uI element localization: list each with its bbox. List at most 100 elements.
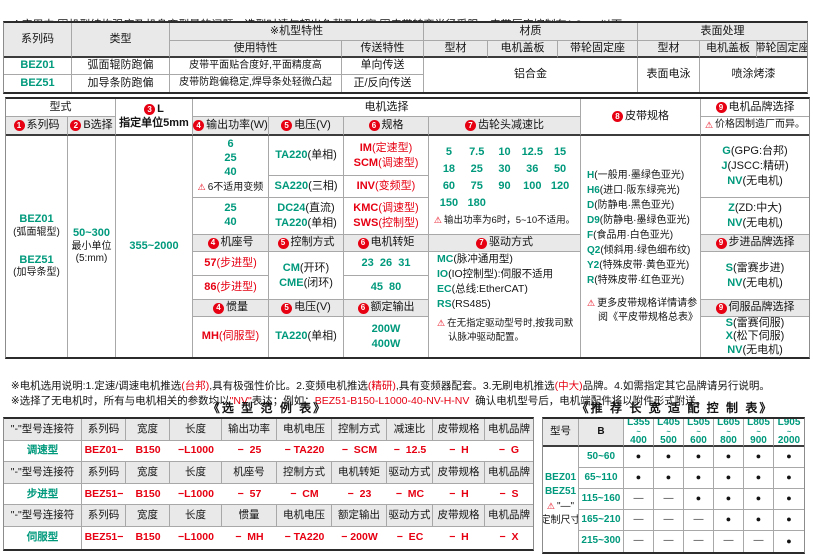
brand-price-note: ⚠ 价格因制造厂而异。 [701,117,809,136]
warning-icon: ⚠ [704,119,714,130]
header-type: 类型 [72,23,170,58]
matrix-dash: — [744,531,774,552]
series-bez01: BEZ01 [19,213,54,226]
compatibility-table: 型号 B L355 ~400 L405 ~500 L505 ~600 L605 ~800… [542,417,805,554]
series-bez51: BEZ51 [19,253,54,266]
rated-output-cell: 200W 400W [344,317,429,357]
header-series-code: 系列码 [4,23,72,58]
matrix-dot: ● [774,468,804,489]
belt-spec-cell: H(一般用·墨绿色亚光) H6(进口·阪东绿亮光) D(防静电·黑色亚光) D9… [581,136,701,357]
step-6-badge: 6 [357,237,369,249]
b-range-50-60: 50~60 [579,447,624,468]
matrix-dot: ● [714,447,744,468]
header-material: 材质 [424,23,638,41]
step-4-badge: 4 [193,120,205,131]
belt-item: Q2(倾斜用·绿色细布纹) [587,245,691,256]
series-code-bez01: BEZ01 [4,58,72,75]
transfer-bez01: 单向传送 [342,58,424,75]
belt-item: R(特殊皮带·红色亚光) [587,275,685,286]
use-feature-bez01: 皮带平面贴合度好,平面精度高 [170,58,342,75]
header-drive-mode: 7 驱动方式 [429,235,581,252]
transfer-bez51: 正/反向传送 [342,75,424,92]
header-connector: "-"型号连接符 [4,505,82,527]
header-voltage: 5 电压(V) [269,117,344,136]
gear-ratio-note: ⚠ 输出功率为6时，5~10不适用。 [433,214,576,226]
b-range-165-210: 165~210 [579,510,624,531]
b-unit-1: 最小单位 [71,240,112,252]
ordering-example-title: 《选 型 范 例 表》 [207,401,328,415]
gear-ratio-values: 5 7.5 10 12.5 15 18 25 30 36 50 60 75 90 100 120 150… [439,145,570,209]
step-3-badge: 3 [144,104,156,116]
ac-power-cell: 6 25 40 ⚠ 6不适用变频 [193,136,269,198]
header-b: B [579,419,624,447]
matrix-dot: ● [654,468,684,489]
header-l905-2000: L905 ~2000 [774,419,804,447]
header-length-letter: L [157,102,164,115]
surface-paint-value: 喷涂烤漆 [731,68,776,81]
step-6-badge: 6 [357,302,369,314]
header-control-mode: 5 控制方式 [269,235,344,252]
matrix-dot: ● [744,489,774,510]
header-output-power: 4 输出功率(W) [193,117,269,136]
matrix-dot: ● [684,468,714,489]
no-motor-note: ※选择了无电机时，所有与电机相关的参数均以"NV"表达；例如：BEZ51-B15… [10,395,707,407]
matrix-dot: ● [786,535,792,546]
matrix-dash: — [654,531,684,552]
series-bez01-desc: (弧面辊型) [13,227,60,238]
matrix-dash: — [654,510,684,531]
row-label-stepper: 步进型 [4,483,82,506]
matrix-dot: ● [654,447,684,468]
brand-dc-cell: Z(ZD:中大) NV(无电机) [701,198,809,235]
matrix-dot: ● [714,489,744,510]
drive-item: RS(RS485) [437,298,491,310]
ac-power-note: ⚠ 6不适用变频 [197,182,264,194]
step-5-badge: 5 [281,302,293,314]
matrix-dot: ● [714,510,744,531]
step-7-badge: 7 [476,237,487,249]
warning-icon: ⚠ [197,182,206,193]
step-6-badge: 6 [368,120,380,131]
matrix-dash: — [624,531,654,552]
header-transfer-feature: 传送特性 [342,41,424,58]
warning-icon: ⚠ [433,214,442,225]
header-l805-900: L805 ~900 [744,419,774,447]
drive-item: IO(IO控制型):伺服不适用 [437,268,554,280]
header-series-select: 1 系列码 [6,117,68,136]
ac-voltage-single: TA220 (单相) [269,136,344,176]
matrix-dot: ● [744,468,774,489]
step-5-badge: 5 [281,120,293,131]
step-1-badge: 1 [13,120,25,131]
belt-note-line-2: 阅《平皮带规格总表》 [598,312,698,323]
brand-ac-cell: G(GPG:台邦) J(JSCC:精研) NV(无电机) [701,136,809,198]
header-form: 型式 [6,99,116,117]
matrix-dot: ● [624,468,654,489]
step-4-badge: 4 [207,237,219,249]
header-motor-cover-2: 电机盖板 [700,41,757,58]
warning-icon: ⚠ [546,501,555,511]
series-bez51-desc: (加导条型) [13,267,60,279]
header-use-feature: 使用特性 [170,41,342,58]
b-range-cell: 50~300 最小单位 (5:mm) [68,136,116,357]
step-4-badge: 4 [213,302,224,314]
b-range-65-110: 65~110 [579,468,624,489]
ordering-example-table: "-"型号连接符 系列码 宽度 长度 输出功率 电机电压 控制方式 减速比 皮带… [3,417,534,551]
series-code-bez51: BEZ51 [4,75,72,92]
drive-item: MC(脉冲通用型) [437,253,513,265]
header-surface-treatment: 表面处理 [638,23,807,41]
warning-icon: ⚠ [587,298,596,308]
model-cell: BEZ01 BEZ51 ⚠ "—" 定制尺寸 [543,447,579,552]
frame-86-cell: 86 (步进型) [193,276,269,300]
l-range-cell: 355~2000 [116,136,193,357]
ac-voltage-three: SA220 (三相) [269,176,344,198]
header-motor-torque: 6 电机转矩 [344,235,429,252]
header-l505-600: L505 ~600 [684,419,714,447]
step-5-badge: 5 [277,237,289,249]
header-pulley-seat: 带轮固定座 [558,41,638,58]
header-motor-select: 电机选择 [193,99,581,117]
header-stepper-brand: 9 步进品牌选择 [701,235,809,252]
matrix-dot: ● [684,447,714,468]
dc-power-cell: 25 40 [193,198,269,235]
torque-57-cell: 23 26 31 [344,252,429,276]
